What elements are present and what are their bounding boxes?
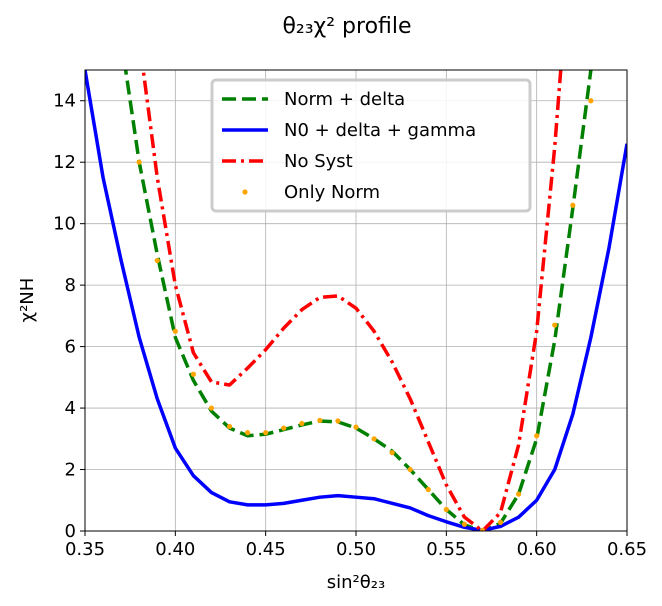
y-tick-label: 8 bbox=[65, 275, 76, 296]
data-point bbox=[534, 433, 540, 439]
legend-label: N0 + delta + gamma bbox=[284, 120, 476, 141]
y-tick-label: 4 bbox=[65, 398, 76, 419]
x-tick-label: 0.65 bbox=[607, 539, 647, 560]
y-tick-label: 6 bbox=[65, 337, 76, 358]
x-tick-label: 0.60 bbox=[517, 539, 557, 560]
data-point bbox=[208, 405, 215, 411]
data-point bbox=[389, 450, 395, 456]
data-point bbox=[552, 322, 558, 328]
x-tick-label: 0.40 bbox=[155, 539, 195, 560]
data-point bbox=[154, 257, 160, 264]
data-point bbox=[516, 491, 522, 497]
data-point bbox=[263, 430, 269, 436]
y-axis-label: χ²NH bbox=[17, 278, 38, 323]
x-tick-label: 0.55 bbox=[426, 539, 466, 560]
series-line bbox=[123, 70, 593, 531]
legend-label: No Syst bbox=[284, 151, 353, 172]
data-point bbox=[588, 98, 594, 104]
data-point bbox=[353, 424, 359, 430]
data-point bbox=[245, 430, 251, 436]
x-tick-label: 0.45 bbox=[246, 539, 286, 560]
plot-area bbox=[85, 70, 627, 531]
y-tick-label: 12 bbox=[53, 152, 76, 173]
data-point bbox=[497, 519, 504, 525]
series-line bbox=[85, 70, 627, 531]
data-point bbox=[299, 420, 305, 427]
legend: Norm + delta N0 + delta + gamma No Syst Onl… bbox=[210, 78, 532, 213]
x-tick-label: 0.50 bbox=[336, 539, 376, 560]
x-axis-label: sin²θ₂₃ bbox=[327, 572, 385, 593]
chart-title: θ₂₃χ² profile bbox=[282, 14, 411, 39]
y-tick-label: 0 bbox=[65, 521, 76, 542]
data-point bbox=[226, 423, 233, 430]
data-point bbox=[317, 417, 323, 423]
y-tick-label: 14 bbox=[53, 91, 76, 112]
data-point bbox=[172, 328, 178, 334]
data-point bbox=[570, 202, 576, 208]
legend-marker bbox=[242, 189, 248, 195]
x-tick-label: 0.35 bbox=[65, 539, 105, 560]
data-point bbox=[479, 527, 486, 531]
y-tick-label: 10 bbox=[53, 214, 76, 235]
data-point bbox=[190, 371, 196, 377]
data-point bbox=[335, 418, 341, 424]
y-tick-label: 2 bbox=[65, 460, 76, 481]
legend-label: Norm + delta bbox=[284, 89, 405, 110]
data-point bbox=[425, 486, 431, 493]
data-point bbox=[407, 466, 413, 473]
data-point bbox=[281, 425, 287, 431]
data-point bbox=[371, 436, 377, 442]
data-point bbox=[461, 521, 467, 527]
data-point bbox=[443, 506, 449, 513]
data-point bbox=[136, 159, 142, 165]
legend-box bbox=[210, 78, 532, 213]
axes: 0.35 0.40 0.45 0.50 0.55 0.60 0.65 0 2 4 6 8 10 12 14 bbox=[53, 91, 647, 560]
series-line bbox=[141, 70, 563, 531]
legend-label: Only Norm bbox=[284, 182, 380, 203]
